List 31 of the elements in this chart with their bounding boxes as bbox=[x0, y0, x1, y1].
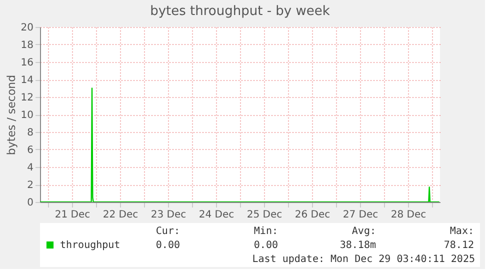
y-tick-label: 0 bbox=[27, 198, 34, 208]
text: Last update: Mon Dec 29 03:40:11 2025 bbox=[252, 254, 475, 265]
legend-label: throughput bbox=[60, 240, 120, 251]
x-tick-label: 23 Dec bbox=[150, 210, 186, 220]
y-axis-title: bytes / second bbox=[4, 74, 18, 156]
x-tick-label: 27 Dec bbox=[342, 210, 378, 220]
y-tick-label: 2 bbox=[27, 180, 34, 191]
text: Max: bbox=[450, 226, 474, 237]
text: Cur: bbox=[156, 226, 180, 237]
text: 78.12 bbox=[444, 240, 474, 251]
text: Avg: bbox=[352, 226, 376, 237]
x-tick-label: 26 Dec bbox=[294, 210, 330, 220]
chart-title: bytes throughput - by week bbox=[150, 4, 330, 19]
y-tick-label: 6 bbox=[27, 145, 34, 156]
y-tick-label: 8 bbox=[27, 128, 34, 138]
y-tick-label: 4 bbox=[27, 162, 34, 174]
x-tick-label: 24 Dec bbox=[198, 210, 234, 220]
y-tick-label: 18 bbox=[20, 40, 34, 51]
y-tick-label: 16 bbox=[20, 58, 34, 68]
text: 0.00 bbox=[156, 240, 180, 251]
y-tick-label: 20 bbox=[20, 22, 34, 34]
text: 38.18m bbox=[340, 240, 376, 251]
x-tick-label: 22 Dec bbox=[102, 210, 138, 220]
x-tick-label: 25 Dec bbox=[246, 210, 282, 220]
y-tick-label: 12 bbox=[20, 92, 34, 104]
y-tick-label: 14 bbox=[20, 75, 34, 86]
text: Min: bbox=[254, 226, 278, 237]
y-tick-label: 10 bbox=[20, 110, 34, 121]
text: 0.00 bbox=[254, 240, 278, 251]
x-tick-label: 28 Dec bbox=[390, 210, 426, 220]
x-tick-label: 21 Dec bbox=[54, 210, 90, 220]
